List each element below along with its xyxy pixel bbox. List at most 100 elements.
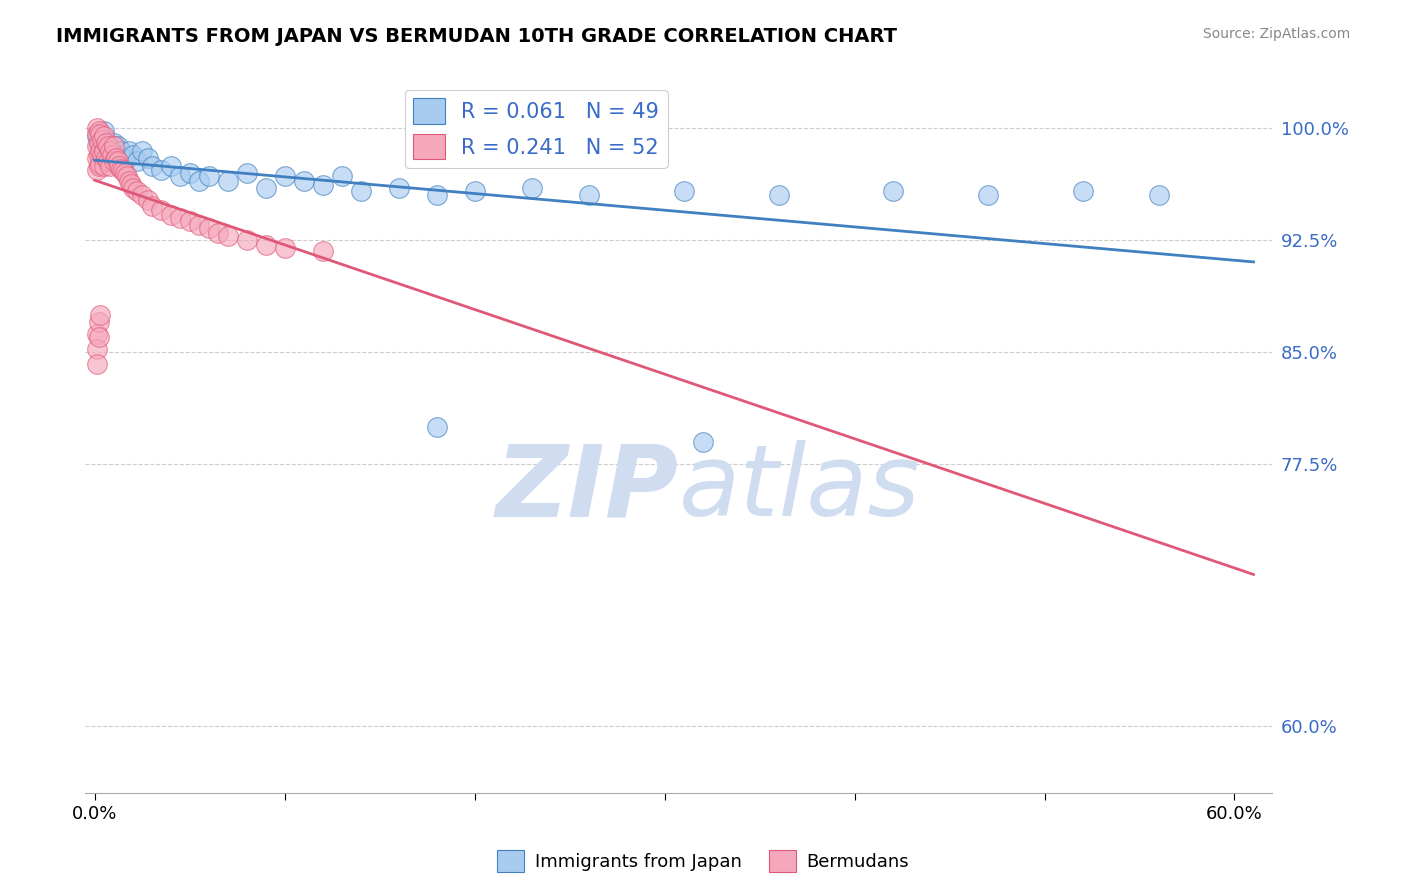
- Point: [93, 124, 115, 138]
- Point: [89, 139, 111, 153]
- Point: [672, 184, 695, 198]
- Point: [104, 144, 127, 158]
- Point: [101, 148, 124, 162]
- Point: [110, 144, 132, 158]
- Point: [86, 139, 108, 153]
- Point: [159, 159, 181, 173]
- Point: [87, 315, 110, 329]
- Point: [254, 181, 277, 195]
- Point: [94, 133, 117, 147]
- Point: [188, 219, 211, 233]
- Point: [87, 136, 110, 151]
- Point: [311, 244, 333, 258]
- Point: [86, 121, 108, 136]
- Point: [426, 420, 449, 434]
- Point: [578, 188, 600, 202]
- Point: [87, 124, 110, 138]
- Point: [179, 166, 201, 180]
- Point: [91, 144, 114, 158]
- Point: [118, 173, 141, 187]
- Point: [136, 151, 159, 165]
- Point: [93, 159, 115, 173]
- Point: [426, 188, 449, 202]
- Point: [103, 154, 125, 169]
- Point: [125, 154, 148, 169]
- Point: [235, 233, 257, 247]
- Legend: R = 0.061   N = 49, R = 0.241   N = 52: R = 0.061 N = 49, R = 0.241 N = 52: [405, 90, 668, 168]
- Point: [254, 237, 277, 252]
- Point: [89, 144, 111, 158]
- Point: [98, 144, 121, 158]
- Point: [169, 211, 191, 225]
- Point: [89, 157, 111, 171]
- Point: [179, 214, 201, 228]
- Point: [121, 148, 143, 162]
- Point: [768, 188, 790, 202]
- Point: [93, 128, 115, 143]
- Point: [197, 221, 219, 235]
- Point: [103, 139, 125, 153]
- Point: [86, 327, 108, 342]
- Point: [93, 144, 115, 158]
- Point: [197, 169, 219, 183]
- Point: [86, 163, 108, 178]
- Point: [464, 184, 486, 198]
- Point: [87, 148, 110, 162]
- Text: atlas: atlas: [679, 441, 921, 537]
- Point: [87, 159, 110, 173]
- Point: [1147, 188, 1170, 202]
- Point: [118, 144, 141, 158]
- Point: [107, 154, 129, 169]
- Point: [1071, 184, 1094, 198]
- Point: [97, 139, 120, 153]
- Point: [131, 188, 153, 202]
- Point: [273, 169, 295, 183]
- Point: [350, 184, 373, 198]
- Point: [98, 144, 121, 158]
- Point: [87, 330, 110, 344]
- Point: [159, 208, 181, 222]
- Point: [235, 166, 257, 180]
- Point: [388, 181, 411, 195]
- Point: [115, 169, 138, 183]
- Point: [125, 184, 148, 198]
- Text: IMMIGRANTS FROM JAPAN VS BERMUDAN 10TH GRADE CORRELATION CHART: IMMIGRANTS FROM JAPAN VS BERMUDAN 10TH G…: [56, 27, 897, 45]
- Point: [311, 178, 333, 192]
- Point: [136, 193, 159, 207]
- Point: [94, 151, 117, 165]
- Point: [87, 136, 110, 151]
- Point: [91, 133, 114, 147]
- Point: [89, 127, 111, 141]
- Point: [141, 199, 163, 213]
- Point: [150, 163, 173, 178]
- Point: [107, 139, 129, 153]
- Point: [103, 136, 125, 151]
- Text: ZIP: ZIP: [496, 441, 679, 537]
- Point: [217, 228, 239, 243]
- Point: [882, 184, 904, 198]
- Point: [150, 203, 173, 218]
- Point: [188, 173, 211, 187]
- Point: [101, 148, 124, 162]
- Point: [104, 151, 127, 165]
- Point: [91, 148, 114, 162]
- Point: [692, 434, 714, 449]
- Point: [86, 343, 108, 357]
- Point: [217, 173, 239, 187]
- Point: [110, 161, 132, 176]
- Point: [114, 154, 136, 169]
- Legend: Immigrants from Japan, Bermudans: Immigrants from Japan, Bermudans: [489, 843, 917, 879]
- Point: [97, 154, 120, 169]
- Point: [207, 226, 229, 240]
- Point: [131, 144, 153, 158]
- Point: [108, 159, 131, 173]
- Point: [108, 148, 131, 162]
- Point: [112, 163, 135, 178]
- Point: [89, 308, 111, 322]
- Point: [120, 177, 142, 191]
- Point: [292, 173, 315, 187]
- Point: [141, 159, 163, 173]
- Point: [121, 181, 143, 195]
- Point: [86, 151, 108, 165]
- Point: [330, 169, 353, 183]
